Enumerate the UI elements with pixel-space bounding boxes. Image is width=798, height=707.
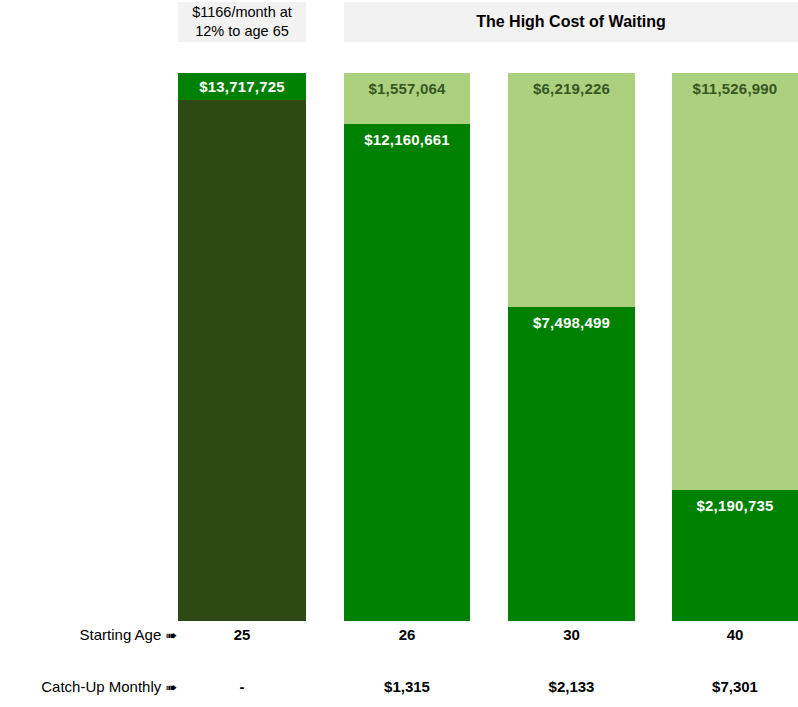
bar-age-30-value-label: $7,498,499 bbox=[533, 314, 610, 331]
bar-age-40-value-label: $2,190,735 bbox=[696, 497, 773, 514]
right-arrow-icon: ➠ bbox=[165, 626, 177, 644]
bar-age-30: $6,219,226 $7,498,499 bbox=[508, 73, 635, 621]
high-cost-of-waiting-chart: $1166/month at 12% to age 65 The High Co… bbox=[0, 0, 798, 707]
bar-age-25-value-segment: $13,717,725 bbox=[178, 73, 306, 100]
catch-up-value-age-40: $7,301 bbox=[672, 678, 798, 696]
right-arrow-icon: ➠ bbox=[165, 678, 177, 696]
chart-title: The High Cost of Waiting bbox=[344, 2, 798, 42]
catch-up-value-age-25: - bbox=[178, 678, 306, 696]
bar-age-26: $1,557,064 $12,160,661 bbox=[344, 73, 470, 621]
bar-age-40: $11,526,990 $2,190,735 bbox=[672, 73, 798, 621]
bar-age-40-cost-segment: $11,526,990 bbox=[672, 73, 798, 490]
chart-title-text: The High Cost of Waiting bbox=[476, 13, 666, 31]
catch-up-label-text: Catch-Up Monthly bbox=[41, 678, 161, 695]
bar-age-40-cost-label: $11,526,990 bbox=[693, 80, 778, 97]
bar-age-26-value-segment: $12,160,661 bbox=[344, 124, 470, 621]
starting-age-label-text: Starting Age bbox=[80, 626, 162, 643]
catch-up-value-age-26: $1,315 bbox=[344, 678, 470, 696]
bar-age-26-cost-label: $1,557,064 bbox=[368, 80, 445, 97]
bar-age-40-value-segment: $2,190,735 bbox=[672, 490, 798, 621]
starting-age-row-label: Starting Age➠ bbox=[0, 626, 177, 644]
starting-age-value-30: 30 bbox=[508, 626, 635, 644]
bar-age-26-cost-segment: $1,557,064 bbox=[344, 73, 470, 124]
bar-age-25-value-label: $13,717,725 bbox=[199, 78, 285, 95]
bar-age-30-value-segment: $7,498,499 bbox=[508, 307, 635, 621]
catch-up-row-label: Catch-Up Monthly➠ bbox=[0, 678, 177, 696]
starting-age-value-26: 26 bbox=[344, 626, 470, 644]
starting-age-value-25: 25 bbox=[178, 626, 306, 644]
chart-subtitle: $1166/month at 12% to age 65 bbox=[178, 2, 306, 42]
bar-age-30-cost-segment: $6,219,226 bbox=[508, 73, 635, 307]
catch-up-value-age-30: $2,133 bbox=[508, 678, 635, 696]
chart-subtitle-line2: 12% to age 65 bbox=[195, 22, 289, 41]
chart-subtitle-line1: $1166/month at bbox=[192, 3, 292, 22]
starting-age-value-40: 40 bbox=[672, 626, 798, 644]
bar-age-30-cost-label: $6,219,226 bbox=[533, 80, 610, 97]
bar-age-25: $13,717,725 bbox=[178, 73, 306, 621]
bar-age-26-value-label: $12,160,661 bbox=[364, 131, 450, 148]
bar-age-25-body-segment bbox=[178, 100, 306, 621]
